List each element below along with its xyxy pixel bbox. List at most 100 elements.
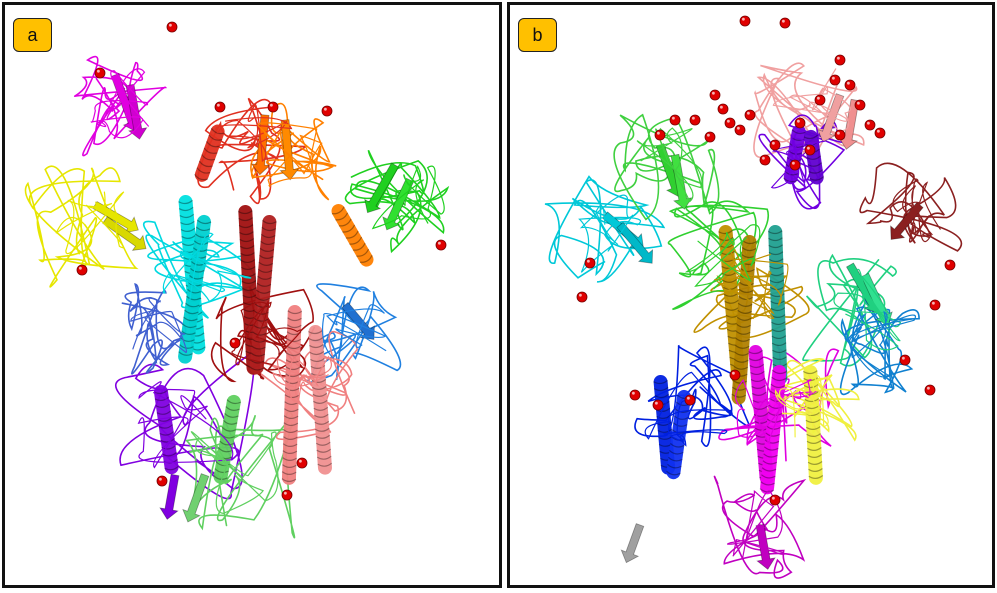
glycan-sphere	[584, 257, 596, 269]
panel-label-badge-a: a	[13, 18, 52, 52]
coil-loop	[684, 224, 761, 287]
panel-b: b	[507, 2, 995, 588]
glycan-sphere	[435, 239, 447, 251]
glycan-sphere	[834, 54, 846, 66]
coil-loop	[272, 355, 332, 404]
glycan-sphere	[281, 489, 293, 501]
coil-loop	[73, 55, 168, 157]
glycan-sphere	[944, 259, 956, 271]
glycan-sphere	[229, 337, 241, 349]
beta-strand	[341, 301, 375, 340]
coil-loop	[90, 68, 149, 139]
glycan-sphere	[724, 117, 736, 129]
glycan-sphere	[829, 74, 841, 86]
coil-loop	[770, 134, 825, 189]
glycan-sphere	[899, 354, 911, 366]
coil-loop	[892, 178, 941, 243]
glycan-sphere	[864, 119, 876, 131]
glycan-sphere	[669, 114, 681, 126]
coil-loop	[713, 475, 807, 579]
glycan-sphere	[709, 89, 721, 101]
glycan-sphere	[874, 127, 886, 139]
coil-loop	[190, 431, 279, 515]
panel-label-badge-b: b	[518, 18, 557, 52]
glycan-sphere	[759, 154, 771, 166]
protein-structure-render-a	[24, 21, 450, 539]
beta-strand	[817, 93, 845, 143]
coil-loop	[231, 299, 302, 366]
coil-loop	[162, 232, 252, 303]
glycan-sphere	[629, 389, 641, 401]
coil-loop	[137, 381, 234, 469]
panel-a: a	[2, 2, 502, 588]
glycan-sphere	[794, 117, 806, 129]
beta-strand	[182, 473, 210, 523]
glycan-sphere	[729, 369, 741, 381]
coil-loop	[644, 371, 733, 447]
beta-strand	[92, 200, 139, 234]
coil-loop	[55, 191, 126, 255]
glycan-sphere	[654, 129, 666, 141]
alpha-helix	[331, 204, 374, 267]
glycan-sphere	[779, 17, 791, 29]
beta-strand	[382, 177, 415, 231]
glycan-sphere	[734, 124, 746, 136]
glycan-sphere	[769, 139, 781, 151]
glycan-sphere	[804, 144, 816, 156]
glycan-sphere	[929, 299, 941, 311]
glycan-sphere	[214, 101, 226, 113]
glycan-sphere	[652, 399, 664, 411]
alpha-helix	[213, 394, 242, 484]
coil-loop	[859, 162, 963, 252]
coil-loop	[306, 283, 402, 384]
coil-loop	[772, 68, 851, 132]
coil-loop	[839, 295, 920, 396]
coil-loop	[714, 248, 789, 319]
coil-loop	[726, 490, 785, 559]
glycan-sphere	[94, 67, 106, 79]
glycan-sphere	[924, 384, 936, 396]
coil-loop	[371, 165, 445, 230]
beta-strand	[364, 162, 400, 214]
coil-loop	[344, 149, 450, 254]
glycan-sphere	[844, 79, 856, 91]
alpha-helix	[194, 124, 225, 182]
beta-strand	[890, 201, 924, 240]
glycan-sphere	[744, 109, 756, 121]
coil-loop	[130, 296, 188, 354]
beta-strand	[620, 523, 645, 564]
glycan-sphere	[296, 457, 308, 469]
glycan-sphere	[267, 101, 279, 113]
glycan-sphere	[789, 159, 801, 171]
alpha-helix	[178, 214, 212, 364]
beta-strand	[159, 473, 180, 520]
glycan-sphere	[156, 475, 168, 487]
glycan-sphere	[854, 99, 866, 111]
coil-loop	[257, 122, 323, 188]
coil-loop	[578, 194, 642, 273]
coil-loop	[544, 175, 666, 283]
glycan-sphere	[76, 264, 88, 276]
coil-loop	[24, 165, 139, 288]
glycan-sphere	[684, 394, 696, 406]
coil-loop	[849, 310, 916, 378]
glycan-sphere	[321, 105, 333, 117]
glycan-sphere	[717, 103, 729, 115]
glycan-sphere	[576, 291, 588, 303]
coil-loop	[833, 268, 902, 351]
coil-loop	[321, 304, 387, 359]
beta-strand	[102, 216, 147, 251]
glycan-sphere	[814, 94, 826, 106]
coil-loop	[735, 379, 818, 444]
glycan-sphere	[689, 114, 701, 126]
coil-loop	[774, 375, 829, 438]
coil-loop	[613, 113, 720, 221]
alpha-helix	[281, 304, 303, 485]
coil-loop	[121, 283, 187, 375]
alpha-helix	[308, 324, 333, 475]
protein-structure-render-b	[544, 15, 963, 579]
beta-strand	[616, 221, 654, 264]
glycan-sphere	[834, 129, 846, 141]
alpha-helix	[249, 214, 277, 375]
glycan-sphere	[769, 494, 781, 506]
